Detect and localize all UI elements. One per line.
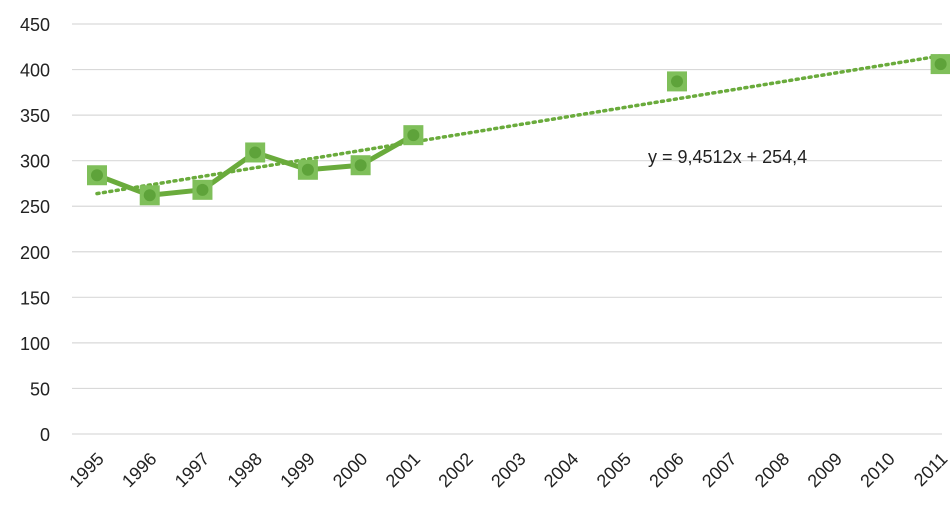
- data-point-center: [196, 183, 209, 196]
- y-axis-ticks: 0 50 100 150 200 250 300 350 400 450: [20, 15, 50, 445]
- x-tick-label: 2011: [910, 449, 950, 491]
- data-point-center: [91, 169, 103, 182]
- y-tick-label: 0: [40, 425, 50, 445]
- data-point-center: [407, 129, 420, 142]
- x-tick-label: 1996: [118, 449, 160, 491]
- y-tick-label: 450: [20, 15, 50, 35]
- x-tick-label: 2003: [487, 449, 529, 491]
- y-tick-label: 200: [20, 243, 50, 263]
- trendline: [95, 54, 943, 196]
- x-tick-label: 2009: [804, 449, 846, 491]
- x-axis-ticks: 1995 1996 1997 1998 1999 2000 2001 2002 2003 2004…: [65, 449, 950, 491]
- y-tick-label: 400: [20, 61, 50, 81]
- x-tick-label: 2010: [856, 449, 898, 491]
- data-point-center: [354, 159, 367, 172]
- data-point-center: [249, 146, 262, 159]
- x-tick-label: 2008: [751, 449, 793, 491]
- x-tick-label: 2006: [645, 449, 687, 491]
- y-tick-label: 100: [20, 334, 50, 354]
- x-tick-label: 2007: [698, 449, 740, 491]
- x-tick-label: 2004: [540, 449, 582, 491]
- trendline-equation: y = 9,4512x + 254,4: [648, 147, 807, 167]
- gridlines: [72, 23, 942, 435]
- y-tick-label: 150: [20, 288, 50, 308]
- x-tick-label: 2000: [329, 449, 371, 491]
- data-point-center: [143, 189, 156, 202]
- x-tick-label: 1998: [224, 449, 266, 491]
- x-tick-label: 2001: [382, 449, 424, 491]
- x-tick-label: 2005: [593, 449, 635, 491]
- data-point-center: [301, 163, 314, 176]
- y-tick-label: 300: [20, 152, 50, 172]
- y-tick-label: 50: [30, 379, 50, 399]
- x-tick-label: 1999: [276, 449, 318, 491]
- trendline-path: [95, 54, 943, 196]
- x-tick-label: 2002: [434, 449, 476, 491]
- series-markers: [87, 54, 950, 206]
- x-tick-label: 1997: [171, 449, 213, 491]
- y-tick-label: 250: [20, 197, 50, 217]
- y-tick-label: 350: [20, 106, 50, 126]
- data-point-center: [934, 58, 947, 71]
- x-tick-label: 1995: [65, 449, 107, 491]
- data-point-center: [671, 75, 683, 88]
